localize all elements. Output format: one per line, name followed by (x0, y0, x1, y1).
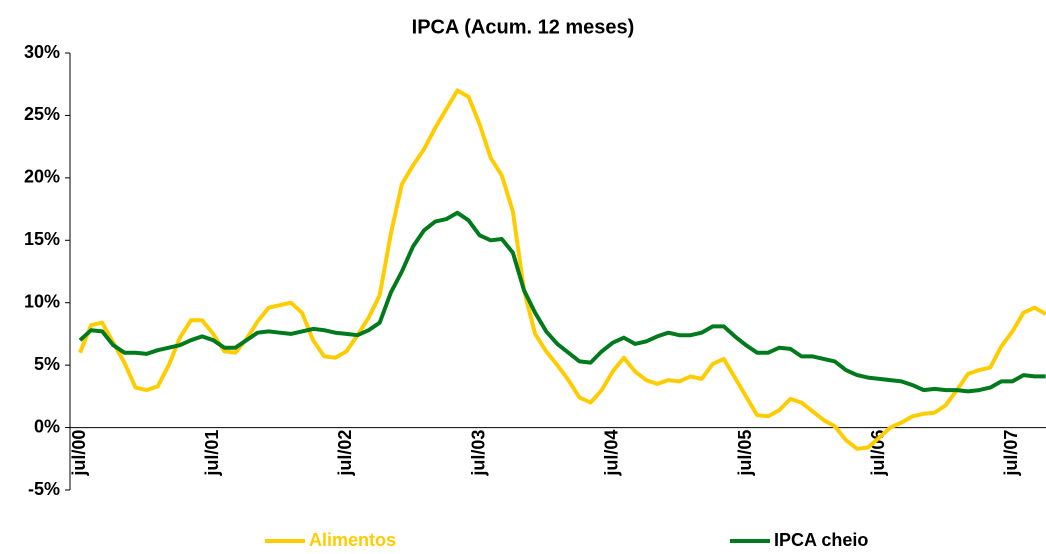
y-tick-label: 15% (24, 229, 60, 249)
x-tick-label: jul/00 (69, 430, 89, 477)
x-tick-label: jul/04 (602, 430, 622, 477)
x-tick-label: jul/01 (202, 430, 222, 477)
y-tick-label: 30% (24, 42, 60, 62)
legend-label: IPCA cheio (774, 530, 868, 550)
y-tick-label: 5% (34, 354, 60, 374)
y-tick-label: 0% (34, 416, 60, 436)
y-tick-label: -5% (28, 479, 60, 499)
series-line (78, 210, 1046, 394)
legend-label: Alimentos (309, 530, 396, 550)
y-tick-label: 25% (24, 104, 60, 124)
x-tick-label: jul/07 (1001, 430, 1021, 477)
y-tick-label: 10% (24, 291, 60, 311)
chart-title: IPCA (Acum. 12 meses) (412, 16, 635, 38)
x-tick-label: jul/03 (468, 430, 488, 477)
x-tick-label: jul/05 (735, 430, 755, 477)
x-tick-label: jul/02 (335, 430, 355, 477)
series-line (78, 88, 1046, 451)
y-tick-label: 20% (24, 167, 60, 187)
